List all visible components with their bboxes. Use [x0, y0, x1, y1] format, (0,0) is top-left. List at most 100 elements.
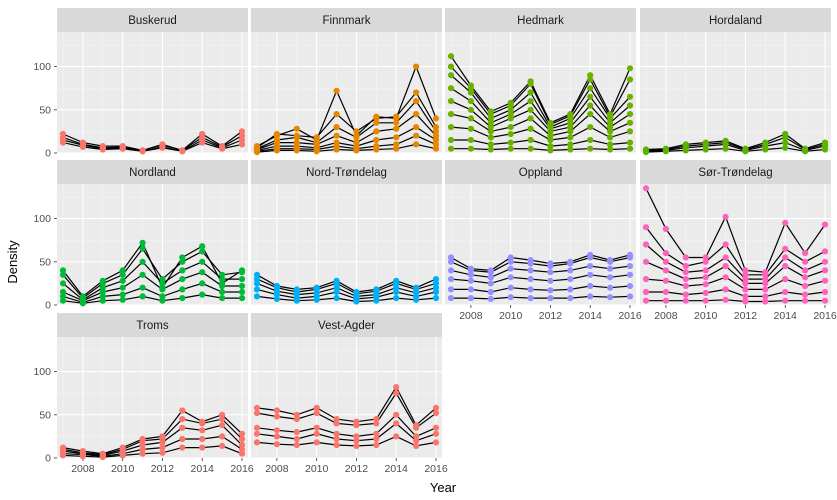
data-point	[253, 439, 261, 446]
data-point	[159, 276, 166, 283]
data-point	[393, 411, 400, 418]
data-point	[682, 254, 689, 261]
data-point	[682, 147, 689, 154]
data-point	[607, 294, 614, 301]
data-point	[119, 452, 126, 459]
data-point	[742, 267, 749, 274]
data-point	[293, 435, 300, 443]
data-point	[567, 128, 574, 135]
data-point	[432, 284, 440, 291]
data-point	[802, 258, 809, 265]
data-point	[447, 72, 455, 79]
data-point	[313, 439, 320, 446]
data-point	[273, 427, 280, 434]
facet-strip-label: Hordaland	[709, 15, 762, 27]
data-point	[527, 267, 534, 274]
data-point	[507, 139, 514, 146]
data-point	[447, 63, 455, 70]
data-point	[313, 134, 320, 141]
data-point	[238, 288, 246, 296]
data-point	[702, 146, 709, 153]
series-line	[62, 445, 243, 458]
data-point	[487, 111, 494, 118]
facet-strip	[640, 160, 831, 184]
data-point	[253, 271, 261, 278]
data-point	[802, 250, 809, 257]
data-point	[199, 248, 206, 255]
data-point	[413, 111, 420, 118]
data-point	[353, 134, 360, 141]
data-point	[373, 136, 380, 144]
data-point	[159, 439, 166, 446]
y-tick-label: 0	[45, 300, 51, 312]
data-point	[447, 295, 455, 302]
data-point	[447, 286, 455, 293]
data-point	[432, 439, 440, 446]
data-point	[662, 225, 670, 232]
y-tick-label: 100	[33, 366, 51, 378]
data-point	[159, 286, 166, 293]
facet-panel: Finnmark	[251, 8, 442, 156]
data-point	[333, 416, 340, 423]
data-point	[413, 98, 420, 105]
facet-strip	[251, 313, 442, 337]
data-point	[139, 284, 146, 291]
data-point	[333, 146, 340, 153]
data-point	[179, 254, 186, 261]
data-point	[607, 128, 614, 135]
data-point	[313, 424, 320, 431]
series-line	[451, 148, 631, 152]
data-point	[682, 269, 689, 276]
data-point	[702, 258, 709, 265]
data-point	[607, 265, 614, 272]
data-point	[742, 280, 749, 287]
data-point	[219, 271, 226, 278]
data-point	[179, 407, 186, 414]
data-point	[139, 437, 146, 444]
data-point	[199, 420, 206, 427]
x-tick-label: 2008	[459, 310, 483, 322]
data-point	[99, 146, 106, 153]
facet-strip-label: Buskerud	[128, 15, 177, 27]
data-point	[99, 288, 106, 296]
data-point	[507, 265, 514, 272]
data-point	[567, 141, 574, 148]
data-point	[821, 258, 829, 265]
data-point	[219, 295, 226, 302]
data-point	[607, 115, 614, 122]
data-point	[179, 295, 186, 302]
series-line	[450, 74, 631, 128]
data-point	[273, 130, 280, 138]
series-line	[62, 260, 242, 301]
data-point	[59, 297, 67, 304]
data-point	[567, 286, 574, 293]
data-point	[762, 286, 769, 293]
data-point	[626, 128, 634, 135]
data-point	[253, 404, 261, 411]
data-point	[159, 144, 166, 151]
data-point	[373, 435, 380, 443]
data-point	[467, 89, 474, 96]
data-point	[507, 274, 514, 281]
data-point	[238, 450, 246, 457]
series-line	[450, 66, 631, 126]
data-point	[273, 295, 280, 302]
data-point	[467, 136, 474, 144]
series-line	[450, 55, 631, 124]
series-line	[256, 143, 437, 153]
panel-background	[251, 337, 442, 458]
data-point	[762, 293, 769, 300]
data-point	[353, 433, 360, 440]
data-point	[702, 297, 709, 304]
data-point	[333, 124, 340, 131]
data-point	[432, 404, 440, 411]
data-point	[587, 263, 594, 270]
facet-panel: Oppland 2008 2010 2012 2014 2016	[445, 160, 642, 322]
data-point	[353, 147, 360, 154]
facet-strip	[445, 8, 636, 32]
data-point	[782, 134, 789, 141]
series-line	[256, 100, 437, 150]
series-line	[62, 135, 243, 152]
x-tick-label: 2008	[71, 463, 95, 475]
series-line	[62, 271, 242, 302]
